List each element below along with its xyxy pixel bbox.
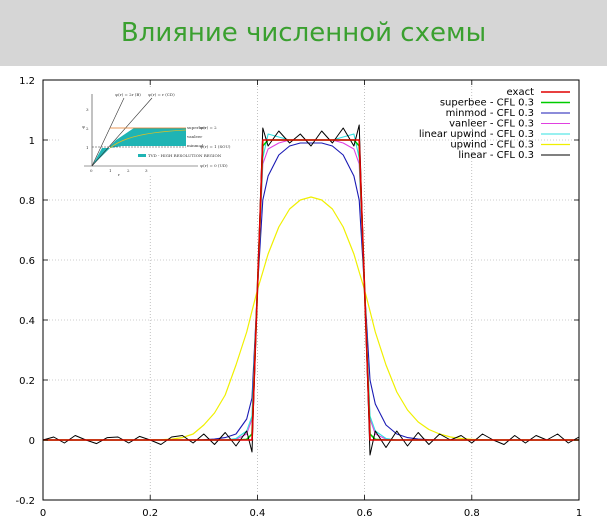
legend-label: minmod - CFL 0.3 <box>446 108 534 119</box>
slide-title: Влияние численной схемы <box>120 18 487 48</box>
inset-bound-vanleer: vanleer <box>186 134 202 139</box>
inset-label-2r: ψ(r) = 2r (B) <box>115 92 141 97</box>
inset-ytick-3: 3 <box>86 107 89 112</box>
series-line-upwind <box>43 196 579 441</box>
inset-label-1: ψ(r) = 1 (SOU) <box>200 144 231 149</box>
inset-tvd-region <box>92 128 186 166</box>
y-tick-label: 0.6 <box>19 256 35 267</box>
x-tick-label: 0.8 <box>464 508 480 519</box>
inset-tvd-diagram: ψ r 0 1 2 3 1 2 3 ψ(r) = 2r (B) ψ(r) = r… <box>60 88 231 177</box>
inset-vanleer-curve <box>109 129 187 149</box>
legend-label: linear upwind - CFL 0.3 <box>419 129 534 140</box>
series-line-vanleer <box>43 139 579 441</box>
inset-ytick-1: 1 <box>86 145 89 150</box>
inset-y-label: ψ <box>82 124 85 129</box>
inset-label-r: ψ(r) = r (CD) <box>148 92 175 97</box>
legend-label: linear - CFL 0.3 <box>458 150 534 161</box>
x-tick-label: 0.4 <box>249 508 265 519</box>
series-line-minmod <box>43 142 579 441</box>
x-tick-label: 0 <box>40 508 46 519</box>
legend-label: superbee - CFL 0.3 <box>440 98 534 109</box>
x-tick-label: 0.6 <box>357 508 373 519</box>
inset-xtick-3: 3 <box>145 168 148 173</box>
y-tick-label: 0.2 <box>19 376 35 387</box>
slide-title-bar: Влияние численной схемы <box>0 0 607 66</box>
inset-label-2: ψ(r) = 2 <box>200 125 217 130</box>
inset-ytick-2: 2 <box>86 126 89 131</box>
inset-label-0: ψ(r) = 0 (UD) <box>200 163 228 168</box>
y-tick-label: 1.2 <box>19 76 35 87</box>
inset-xtick-0: 0 <box>90 168 93 173</box>
inset-bound-superbee: superbee <box>187 125 206 130</box>
series-line-linear <box>43 133 579 441</box>
inset-bound-minmod: minmod <box>187 143 204 148</box>
inset-xtick-1: 1 <box>109 168 112 173</box>
series-line-exact <box>43 139 579 441</box>
series-line-superbee <box>43 139 579 441</box>
inset-xtick-2: 2 <box>127 168 130 173</box>
y-tick-label: -0.2 <box>15 496 35 507</box>
y-tick-label: 1 <box>29 136 35 147</box>
x-tick-label: 0.2 <box>142 508 158 519</box>
y-tick-label: 0 <box>29 436 35 447</box>
legend-label: exact <box>507 87 535 98</box>
plot-frame <box>42 79 580 501</box>
legend-label: vanleer - CFL 0.3 <box>449 119 534 130</box>
inset-line-2r <box>91 97 125 167</box>
y-tick-label: 0.8 <box>19 196 35 207</box>
inset-legend-label: TVD - HIGH RESOLUTION REGION <box>148 153 222 158</box>
series-line-linear <box>42 124 580 456</box>
series-layer <box>42 124 580 456</box>
x-tick-label: 1 <box>576 508 582 519</box>
inset-x-label: r <box>118 172 120 177</box>
chart-area: 0 0.2 0.4 0.6 0.8 1 -0.2 0 0.2 0.4 0.6 0.8 1 1.2 exac… <box>15 76 582 519</box>
tick-layer: 0 0.2 0.4 0.6 0.8 1 -0.2 0 0.2 0.4 0.6 0.8 1 1.2 <box>15 76 582 519</box>
inset-line-r <box>91 97 153 167</box>
legend-label: upwind - CFL 0.3 <box>450 140 534 151</box>
inset-legend-swatch <box>138 154 146 157</box>
y-tick-label: 0.4 <box>19 316 35 327</box>
